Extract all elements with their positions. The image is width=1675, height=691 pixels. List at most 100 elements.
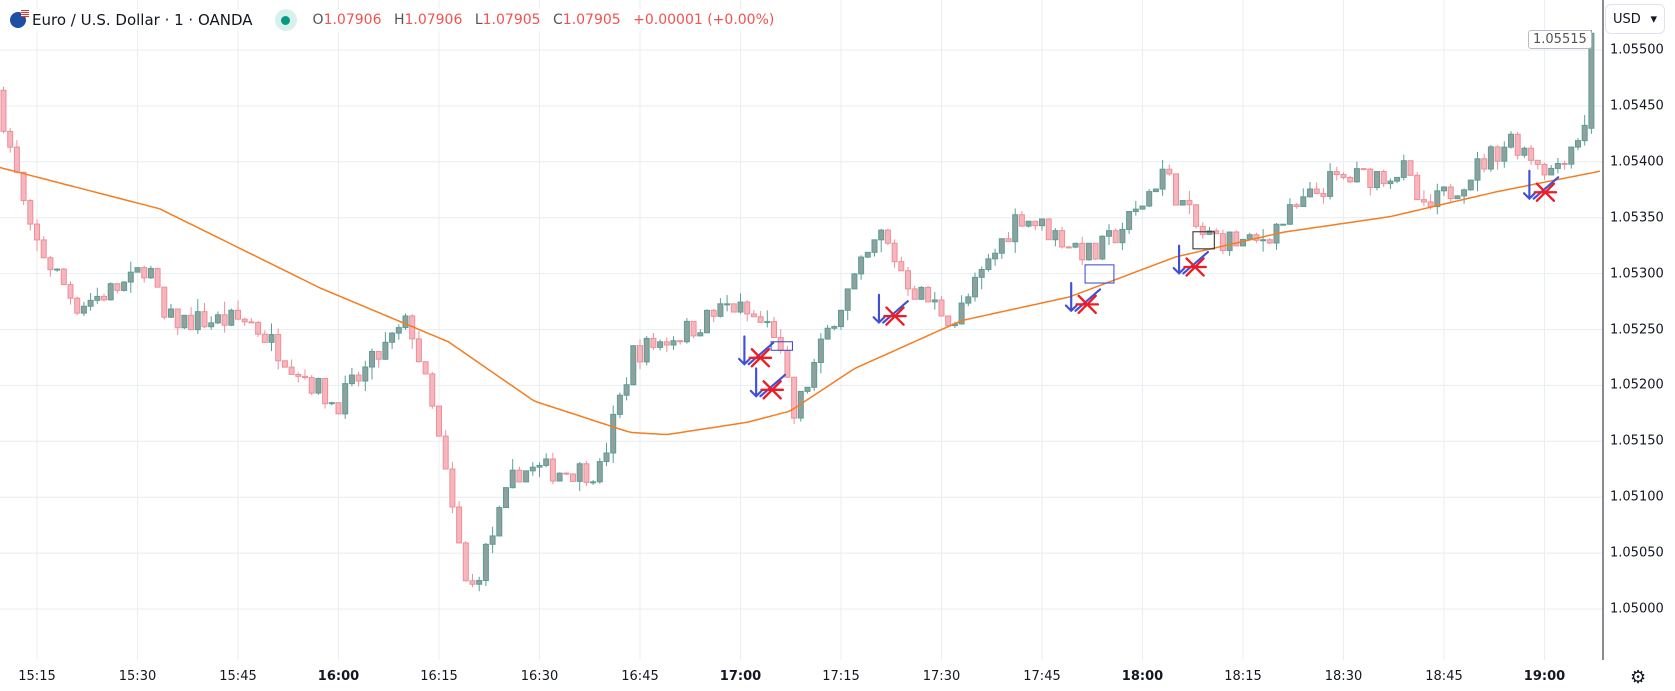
candle-body xyxy=(1119,228,1126,244)
symbol-title[interactable]: Euro / U.S. Dollar · 1 · OANDA xyxy=(32,11,253,29)
candle-body xyxy=(509,469,516,489)
candle-body xyxy=(1447,186,1454,200)
candle-body xyxy=(529,466,536,472)
candle-body xyxy=(67,284,74,299)
candle-body xyxy=(1313,188,1320,194)
candle-body xyxy=(261,333,268,343)
candle-body xyxy=(523,470,530,483)
candle-body xyxy=(764,321,771,324)
candle-body xyxy=(657,341,664,348)
candle-body xyxy=(824,327,831,340)
candle-body xyxy=(302,375,308,379)
candle-body xyxy=(998,238,1005,254)
market-open-status-icon[interactable] xyxy=(274,9,297,31)
candle-body xyxy=(315,377,322,394)
candle-body xyxy=(476,579,483,585)
candle-body xyxy=(817,338,824,364)
candle-body xyxy=(811,362,818,388)
trend-line xyxy=(759,373,787,398)
candle-body xyxy=(248,321,255,324)
price-label: 1.05400 xyxy=(1610,154,1664,170)
gear-icon[interactable]: ⚙ xyxy=(1630,667,1647,688)
currency-value: USD xyxy=(1613,11,1641,27)
candle-body xyxy=(931,299,938,303)
candle-body xyxy=(831,326,838,329)
candle-body xyxy=(362,366,369,382)
candle-body xyxy=(1347,177,1354,183)
candle-body xyxy=(1280,223,1287,226)
candle-body xyxy=(503,487,509,509)
candle-body xyxy=(1420,199,1427,203)
close-value: 1.07905 xyxy=(562,12,621,28)
candle-body xyxy=(1072,242,1079,248)
candle-body xyxy=(1461,189,1468,197)
candle-body xyxy=(114,283,121,291)
candle-body xyxy=(1186,200,1193,206)
candle-body xyxy=(1266,239,1273,244)
arrow-down-icon xyxy=(749,367,763,398)
candle-body xyxy=(194,311,201,331)
candle-body xyxy=(342,383,349,415)
trend-line xyxy=(1074,288,1102,312)
candle-body xyxy=(791,376,798,419)
trade-signal-marker xyxy=(1064,281,1102,315)
candle-body xyxy=(1333,171,1340,176)
candle-body xyxy=(543,458,550,466)
candle-body xyxy=(1039,218,1045,227)
candle-body xyxy=(335,402,342,415)
candle-body xyxy=(1320,192,1327,197)
candle-body xyxy=(241,318,248,323)
close-label: C xyxy=(553,12,563,28)
candle-body xyxy=(958,302,965,325)
candle-body xyxy=(1052,230,1059,241)
candle-body xyxy=(1340,174,1347,179)
candle-body xyxy=(744,301,751,315)
candle-body xyxy=(275,334,282,362)
high-value: 1.07906 xyxy=(404,12,463,28)
candle-body xyxy=(650,337,657,348)
candle-body xyxy=(134,267,141,273)
trade-signal-marker xyxy=(872,293,909,326)
candle-body xyxy=(1367,168,1374,189)
symbol-legend: Euro / U.S. Dollar · 1 · OANDA O1.07906 … xyxy=(10,9,783,31)
price-label: 1.05500 xyxy=(1610,42,1664,58)
candle-body xyxy=(1467,179,1474,191)
candle-body xyxy=(1179,200,1186,206)
candle-body xyxy=(47,257,54,271)
candle-body xyxy=(20,171,27,202)
candle-body xyxy=(871,239,878,253)
candle-body xyxy=(630,345,637,386)
candle-body xyxy=(1427,201,1434,208)
candle-body xyxy=(308,377,315,394)
price-label: 1.05050 xyxy=(1610,545,1664,561)
candle-body xyxy=(382,341,389,360)
price-label: 1.05250 xyxy=(1610,322,1664,337)
open-label: O xyxy=(312,12,324,28)
candle-body xyxy=(127,271,134,283)
candle-body xyxy=(596,461,603,483)
trade-signal-marker xyxy=(737,335,775,368)
candle-body xyxy=(590,481,597,484)
currency-selector[interactable]: USD ▾ xyxy=(1605,4,1665,34)
moving-average-line xyxy=(0,166,1601,436)
candle-body xyxy=(918,286,925,300)
candle-body xyxy=(181,314,188,329)
candle-body xyxy=(235,309,241,320)
candle-body xyxy=(992,252,999,260)
open-value: 1.07906 xyxy=(323,12,382,28)
candle-body xyxy=(456,506,463,544)
candle-body xyxy=(643,337,650,363)
candle-body xyxy=(784,349,791,378)
trade-signal-marker xyxy=(749,367,787,400)
candle-body xyxy=(469,580,476,585)
candle-body xyxy=(704,309,710,334)
candle-body xyxy=(7,130,14,148)
candle-body xyxy=(1012,214,1019,243)
candle-body xyxy=(623,384,630,396)
candle-body xyxy=(436,405,442,437)
drawing-annotations[interactable] xyxy=(737,169,1560,400)
annotation-box xyxy=(770,231,1215,351)
candle-body xyxy=(683,320,690,343)
chart-grid xyxy=(0,0,1603,660)
